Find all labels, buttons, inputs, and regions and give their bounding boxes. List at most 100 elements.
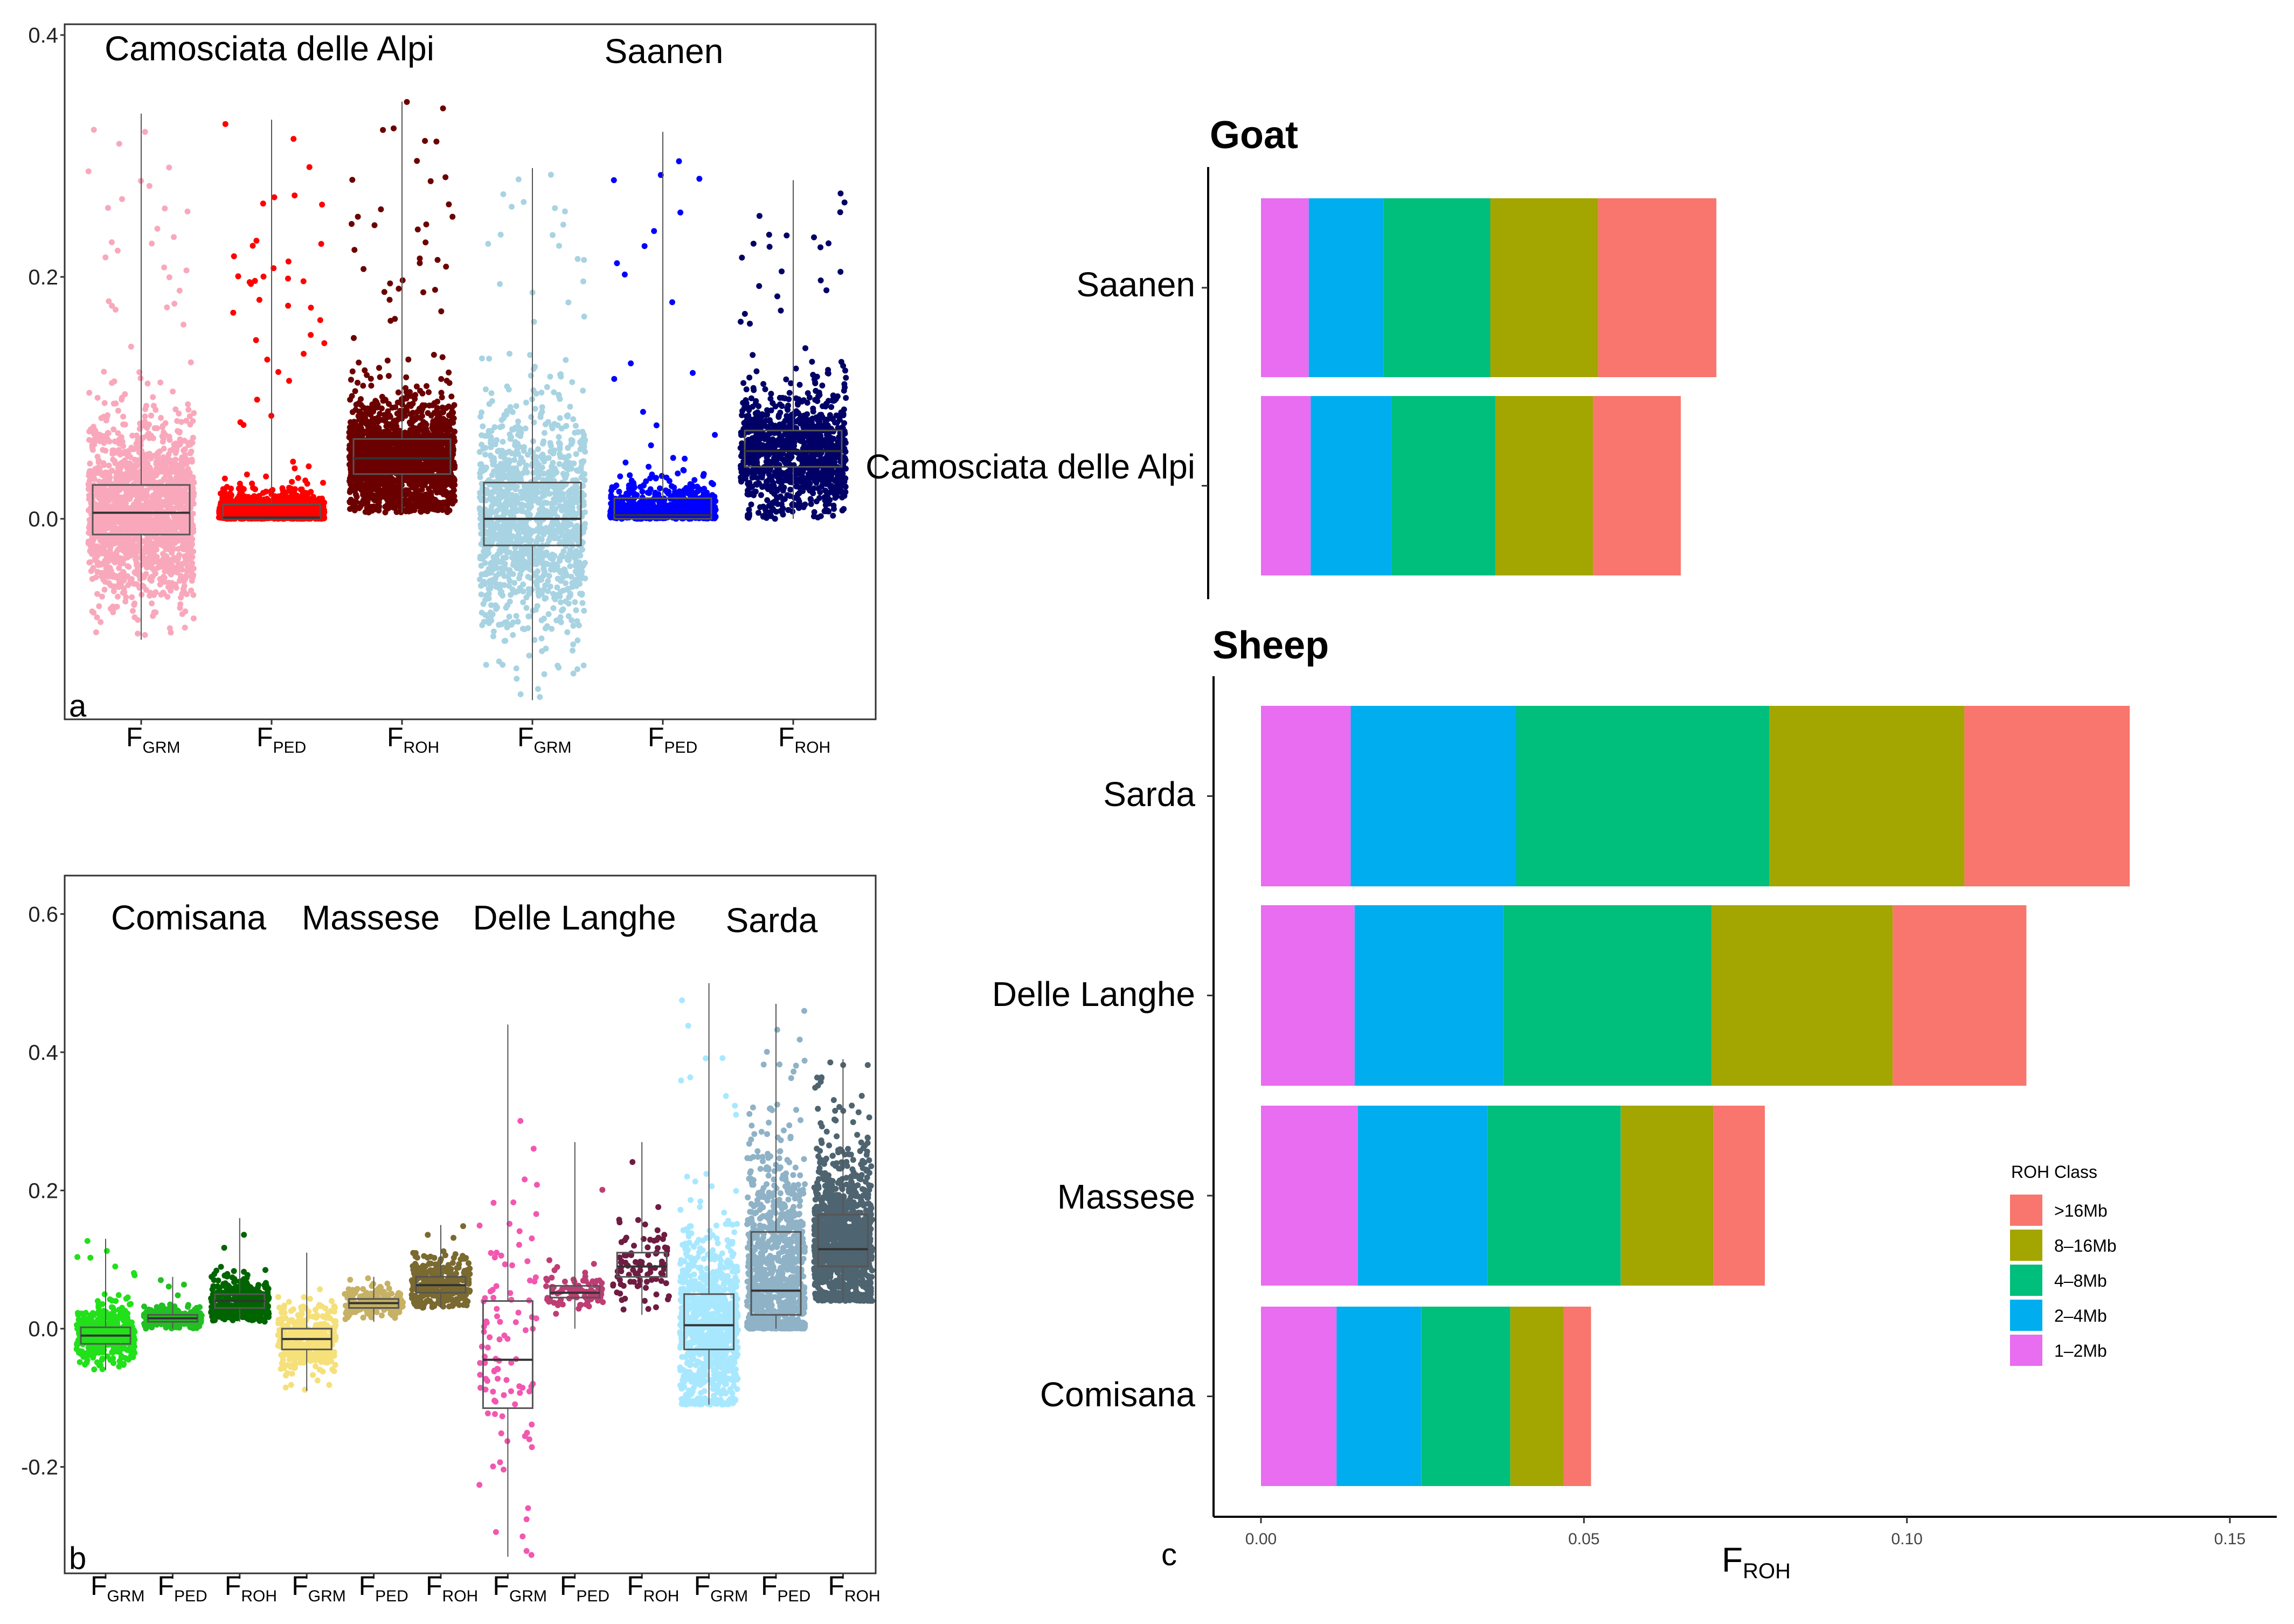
data-point bbox=[142, 560, 149, 567]
data-point bbox=[160, 454, 167, 460]
data-point bbox=[145, 431, 152, 437]
data-point bbox=[100, 436, 106, 443]
data-point bbox=[396, 286, 402, 292]
data-point bbox=[378, 206, 384, 212]
data-point bbox=[88, 544, 94, 550]
x-tick-label-fped: FPED bbox=[257, 722, 306, 757]
data-point bbox=[446, 201, 452, 207]
data-point bbox=[147, 540, 154, 546]
data-point bbox=[88, 549, 94, 555]
data-point bbox=[106, 553, 113, 559]
data-point bbox=[222, 121, 228, 127]
data-point bbox=[422, 138, 428, 144]
data-point bbox=[179, 543, 186, 549]
data-point bbox=[398, 504, 404, 510]
data-point bbox=[100, 447, 106, 453]
data-point bbox=[134, 475, 140, 481]
data-point bbox=[301, 351, 307, 357]
data-point bbox=[289, 478, 295, 485]
data-point bbox=[93, 491, 100, 497]
data-point bbox=[122, 421, 128, 428]
data-point bbox=[177, 605, 183, 611]
data-point bbox=[448, 393, 455, 400]
data-point bbox=[108, 492, 114, 498]
data-point bbox=[380, 127, 386, 133]
data-point bbox=[369, 404, 375, 410]
data-point bbox=[162, 205, 168, 212]
data-point bbox=[128, 343, 134, 350]
data-point bbox=[148, 455, 154, 462]
data-point bbox=[103, 417, 109, 424]
data-point bbox=[317, 317, 323, 323]
data-point bbox=[94, 465, 101, 471]
data-point bbox=[418, 405, 424, 411]
data-point bbox=[306, 463, 312, 469]
data-point bbox=[148, 412, 154, 419]
data-point bbox=[175, 555, 182, 561]
data-point bbox=[92, 430, 99, 436]
data-point bbox=[150, 394, 156, 400]
data-point bbox=[319, 495, 325, 502]
data-point bbox=[146, 500, 153, 506]
data-point bbox=[385, 373, 392, 379]
data-point bbox=[133, 469, 139, 476]
data-point bbox=[142, 406, 148, 412]
data-point bbox=[407, 446, 414, 452]
data-point bbox=[158, 415, 164, 421]
data-point bbox=[166, 164, 172, 171]
data-point bbox=[155, 503, 162, 509]
data-point bbox=[106, 438, 113, 445]
data-point bbox=[165, 561, 171, 567]
data-point bbox=[151, 553, 158, 559]
data-point bbox=[116, 565, 122, 571]
data-point bbox=[285, 258, 292, 265]
data-point bbox=[191, 410, 197, 417]
data-point bbox=[429, 503, 436, 510]
data-point bbox=[260, 273, 267, 280]
data-point bbox=[131, 600, 138, 607]
data-point bbox=[170, 467, 177, 473]
data-point bbox=[124, 563, 131, 570]
data-point bbox=[177, 439, 184, 446]
data-point bbox=[116, 580, 122, 586]
data-point bbox=[133, 514, 139, 520]
data-point bbox=[158, 558, 165, 564]
data-point bbox=[275, 369, 281, 375]
data-point bbox=[417, 255, 423, 262]
data-point bbox=[109, 380, 115, 386]
data-point bbox=[129, 545, 136, 551]
data-point bbox=[450, 410, 456, 416]
data-point bbox=[134, 432, 140, 439]
data-point bbox=[171, 301, 178, 307]
data-point bbox=[414, 452, 421, 458]
data-point bbox=[160, 423, 166, 429]
data-point bbox=[144, 549, 150, 555]
data-point bbox=[131, 536, 138, 543]
data-point bbox=[355, 213, 361, 220]
data-point bbox=[183, 267, 190, 274]
data-point bbox=[290, 459, 296, 465]
data-point bbox=[420, 289, 426, 295]
data-point bbox=[144, 460, 151, 467]
data-point bbox=[86, 390, 93, 396]
data-point bbox=[155, 449, 161, 456]
data-point bbox=[442, 174, 449, 181]
data-point bbox=[285, 302, 292, 309]
data-point bbox=[103, 565, 109, 572]
data-point bbox=[264, 356, 271, 363]
data-point bbox=[384, 357, 391, 364]
data-point bbox=[235, 273, 241, 280]
data-point bbox=[438, 390, 445, 396]
data-point bbox=[239, 488, 245, 495]
data-point bbox=[256, 297, 262, 303]
data-point bbox=[439, 404, 446, 411]
data-point bbox=[134, 562, 140, 568]
data-point bbox=[178, 461, 184, 467]
data-point bbox=[433, 487, 439, 493]
data-point bbox=[221, 475, 228, 482]
data-point bbox=[189, 560, 196, 566]
y-tick-label: 0.2 bbox=[28, 266, 58, 289]
data-point bbox=[432, 287, 438, 293]
data-point bbox=[286, 484, 292, 491]
data-point bbox=[113, 573, 120, 579]
